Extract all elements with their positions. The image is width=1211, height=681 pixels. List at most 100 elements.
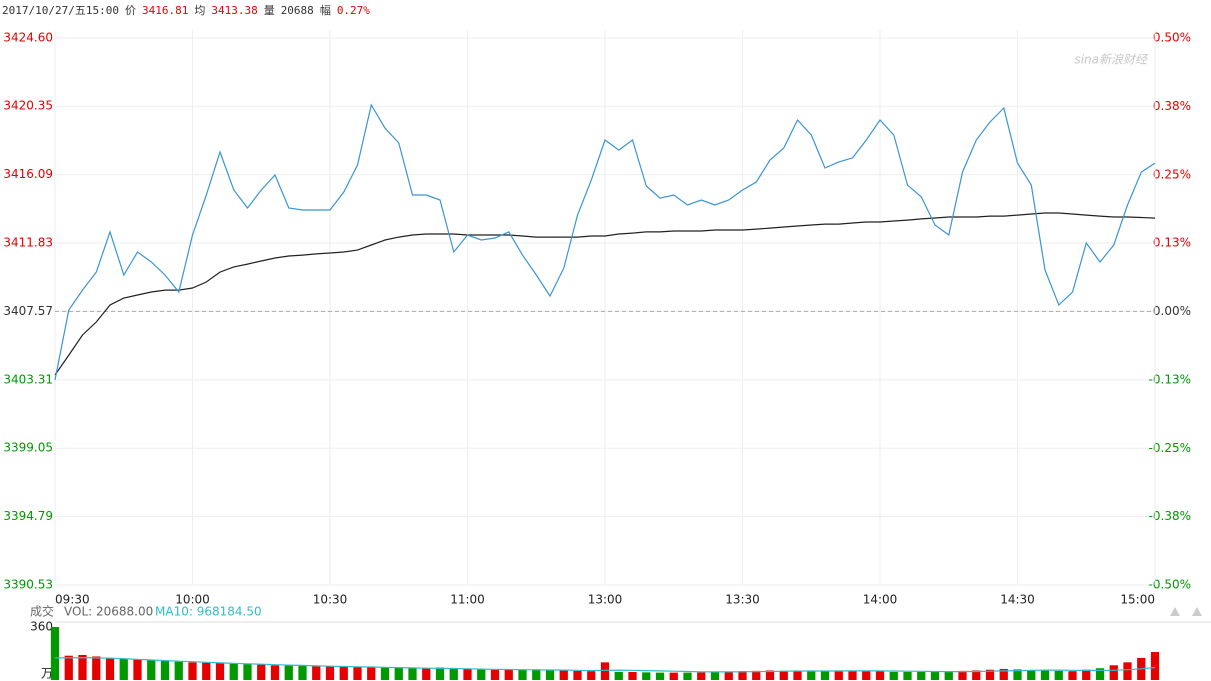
series-line (54, 212, 1156, 376)
volume-bar (1054, 670, 1063, 680)
volume-bar (628, 671, 637, 680)
y-tick-label: 3390.53 (3, 578, 53, 592)
ma-line (55, 656, 1156, 673)
volume-bar (284, 665, 293, 680)
price: 3416.81 (141, 4, 189, 17)
volume-bar (202, 662, 211, 680)
zoom-in[interactable] (1170, 607, 1180, 616)
volume-bar (903, 671, 912, 680)
volume-bar (1082, 669, 1091, 680)
volume-bar (1040, 670, 1050, 680)
y-tick-label: 3403.31 (3, 372, 53, 386)
volume-bar (1013, 669, 1022, 680)
volume-bar (229, 663, 238, 680)
volume-bar (752, 670, 761, 680)
volume-bar (1027, 669, 1036, 680)
x-tick-label: 10:00 (175, 593, 210, 607)
volume-bar (394, 667, 403, 680)
volume-bar (50, 627, 60, 680)
zoom-out[interactable] (1192, 607, 1202, 616)
volume-bar (710, 671, 720, 680)
volume-bar (930, 671, 940, 680)
volume-bar (1123, 662, 1132, 680)
volume-bar (972, 670, 981, 680)
volume-bar (820, 670, 830, 680)
y2-tick-label: 0.13% (1153, 236, 1191, 250)
time: 2017/10/27/五15:00 (2, 4, 119, 17)
volume-bar (862, 671, 871, 680)
volume-bar (380, 667, 390, 680)
y2-tick-label: 0.25% (1153, 167, 1191, 181)
volume-bar (257, 664, 266, 680)
y2-tick-label: -0.50% (1149, 578, 1191, 592)
x-tick-label: 14:00 (863, 593, 898, 607)
y-tick-label: 3394.79 (3, 509, 53, 523)
volume-bar (339, 666, 348, 680)
volume-bar (160, 660, 170, 680)
volume-bar (435, 667, 445, 680)
x-tick-label: 10:30 (313, 593, 348, 607)
x-tick-label: 11:00 (450, 593, 485, 607)
volume-bar (683, 672, 692, 680)
volume-bar (147, 660, 156, 680)
x-tick-label: 15:00 (1120, 593, 1155, 607)
volume-bar (985, 669, 995, 680)
y-tick-label: 3424.60 (3, 31, 53, 45)
volume-bar (518, 669, 527, 680)
volume-bar (504, 669, 513, 680)
y2-tick-label: 0.00% (1153, 304, 1191, 318)
volume-bar (449, 668, 458, 680)
price-label: 价 (124, 4, 136, 17)
volume-bar (614, 671, 623, 680)
volume-bar (353, 666, 362, 680)
y-tick-label: 3420.35 (3, 99, 53, 113)
x-tick-label: 13:30 (725, 593, 760, 607)
volume-bar (944, 671, 953, 680)
ma-label: MA10: 968184.50 (155, 605, 262, 619)
volume-bar (408, 667, 417, 680)
volume-bar (105, 657, 115, 680)
y-tick-label: 3407.57 (3, 304, 53, 318)
volume-bar (312, 666, 321, 680)
volume-bar (532, 669, 541, 680)
volume-bar (917, 671, 926, 680)
volume-bar (1150, 652, 1160, 680)
info-bar: 2017/10/27/五15:00 价 3416.81 均 3413.38 量 20688 幅… (2, 2, 376, 18)
avg: 3413.38 (211, 4, 258, 17)
volume-bar (215, 663, 225, 680)
avg-label: 均 (194, 4, 206, 17)
volume-bar (477, 669, 486, 680)
volume-bar (463, 668, 472, 680)
volume-bar (559, 670, 568, 680)
y-tick-label: 3411.83 (3, 236, 53, 250)
volume-bar (889, 671, 898, 680)
volume-bar (807, 671, 816, 680)
volume-title: 成交 (30, 604, 54, 619)
y-tick-label: 3399.05 (3, 441, 53, 455)
y2-tick-label: -0.25% (1149, 441, 1191, 455)
volume-bar (724, 671, 733, 680)
watermark: sina新浪财经 (1074, 53, 1149, 67)
y-tick-label: 360 (30, 620, 53, 634)
unit-label: 万 (41, 667, 53, 681)
y2-tick-label: -0.38% (1149, 509, 1191, 523)
volume-bar (1068, 671, 1077, 680)
volume-bar (642, 672, 651, 680)
volume-bar (600, 662, 610, 680)
volume-bar (834, 670, 843, 680)
volume-bar (92, 656, 101, 680)
volume-bar (270, 665, 280, 680)
x-tick-label: 14:30 (1000, 593, 1035, 607)
x-tick-label: 09:30 (55, 593, 90, 607)
volume-bar (188, 662, 197, 680)
series-line (54, 103, 1156, 381)
volume-bar (875, 671, 885, 680)
volume-bar (64, 655, 73, 680)
chg: 0.27% (336, 4, 370, 17)
volume-bar (655, 672, 665, 680)
chg-label: 幅 (319, 4, 331, 17)
volume-bar (1095, 668, 1105, 680)
volume-bar (133, 659, 142, 680)
